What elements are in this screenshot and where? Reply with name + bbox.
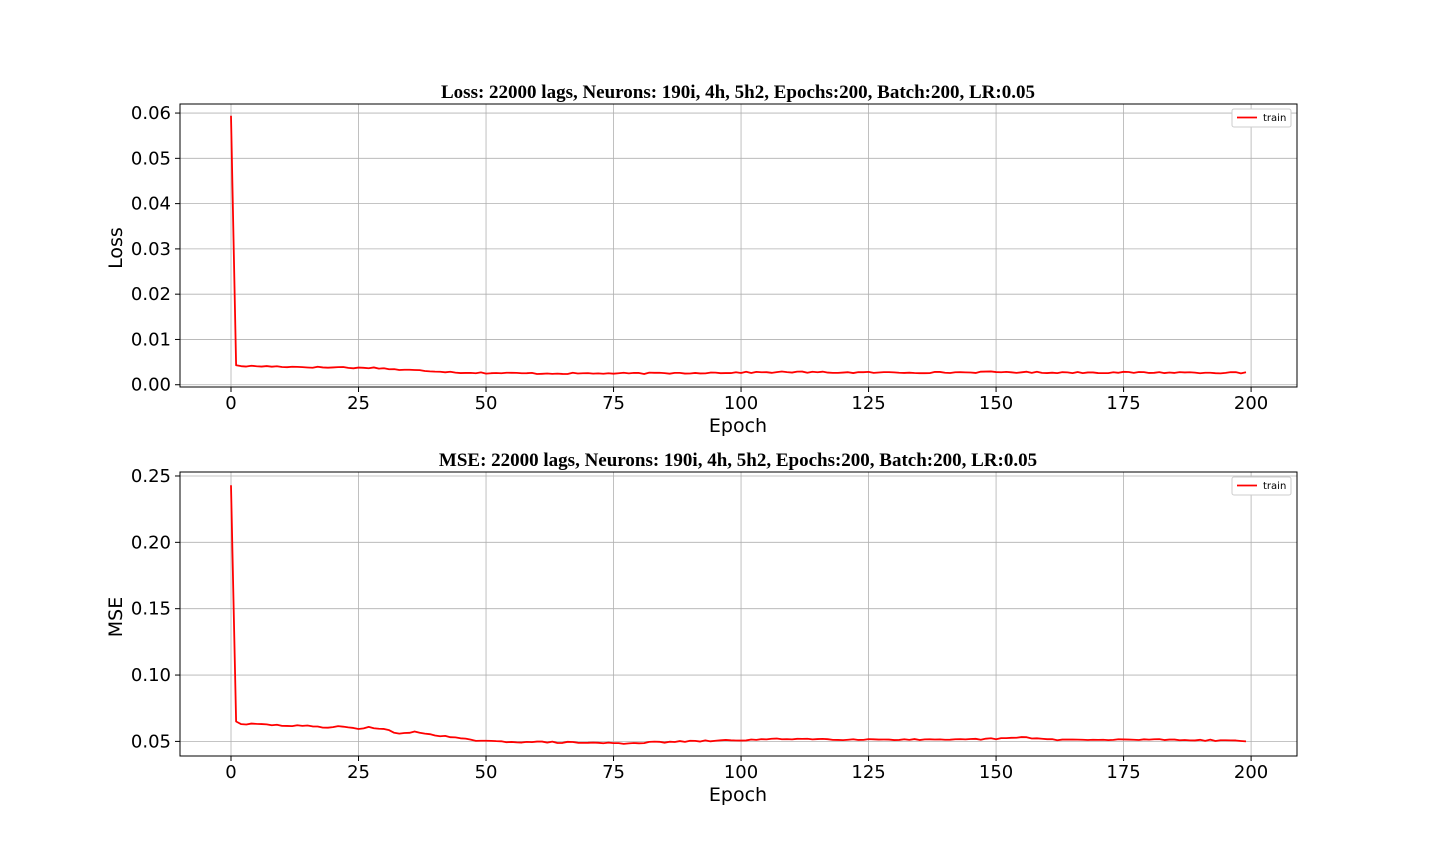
loss-y-tick-label: 0.04 (131, 194, 171, 215)
mse-x-tick-label: 100 (724, 762, 758, 783)
loss-x-ticks: 0 25 50 75 100 125 150 175 200 (225, 387, 1268, 414)
loss-x-tick-label: 200 (1234, 393, 1268, 414)
loss-y-tick-label: 0.05 (131, 148, 171, 169)
loss-x-tick-label: 125 (851, 393, 885, 414)
loss-y-tick-label: 0.01 (131, 329, 171, 350)
loss-train-line (230, 115, 1247, 375)
mse-train-line (230, 485, 1247, 745)
mse-y-tick-label: 0.20 (131, 532, 171, 553)
loss-y-tick-label: 0.02 (131, 284, 171, 305)
loss-y-axis-label: Loss (105, 227, 127, 269)
mse-y-axis-label: MSE (105, 597, 127, 637)
mse-x-tick-label: 150 (979, 762, 1013, 783)
mse-legend-label: train (1263, 481, 1286, 492)
mse-chart: MSE: 22000 lags, Neurons: 190i, 4h, 5h2,… (105, 450, 1298, 806)
mse-legend-box (1231, 476, 1292, 496)
loss-y-tick-label: 0.00 (131, 375, 171, 396)
mse-y-ticks: 0.05 0.10 0.15 0.20 0.25 (131, 466, 180, 752)
mse-y-tick-label: 0.25 (131, 466, 171, 487)
loss-y-ticks: 0.00 0.01 0.02 0.03 0.04 0.05 0.06 (131, 103, 180, 396)
loss-legend: train (1231, 108, 1292, 128)
loss-x-axis-label: Epoch (709, 415, 767, 437)
mse-x-tick-label: 50 (475, 762, 498, 783)
loss-y-tick-label: 0.06 (131, 103, 171, 124)
loss-gridlines (180, 104, 1297, 387)
loss-x-tick-label: 50 (475, 393, 498, 414)
loss-x-tick-label: 25 (347, 393, 370, 414)
loss-x-tick-label: 0 (225, 393, 236, 414)
loss-x-tick-label: 150 (979, 393, 1013, 414)
loss-legend-box (1231, 108, 1292, 128)
loss-x-tick-label: 75 (602, 393, 625, 414)
loss-legend-label: train (1263, 113, 1286, 124)
mse-chart-title: MSE: 22000 lags, Neurons: 190i, 4h, 5h2,… (439, 450, 1037, 471)
mse-x-tick-label: 25 (347, 762, 370, 783)
loss-y-tick-label: 0.03 (131, 239, 171, 260)
mse-x-tick-label: 0 (225, 762, 236, 783)
loss-x-tick-label: 100 (724, 393, 758, 414)
loss-plot-frame (179, 103, 1298, 388)
mse-x-tick-label: 125 (851, 762, 885, 783)
loss-chart: Loss: 22000 lags, Neurons: 190i, 4h, 5h2… (105, 82, 1298, 437)
loss-chart-title: Loss: 22000 lags, Neurons: 190i, 4h, 5h2… (441, 82, 1035, 103)
mse-y-tick-label: 0.10 (131, 665, 171, 686)
mse-x-tick-label: 75 (602, 762, 625, 783)
mse-y-tick-label: 0.05 (131, 731, 171, 752)
mse-x-tick-label: 200 (1234, 762, 1268, 783)
loss-x-tick-label: 175 (1106, 393, 1140, 414)
mse-gridlines (180, 472, 1297, 756)
mse-x-axis-label: Epoch (709, 784, 767, 806)
mse-x-tick-label: 175 (1106, 762, 1140, 783)
mse-x-ticks: 0 25 50 75 100 125 150 175 200 (225, 756, 1268, 783)
mse-y-tick-label: 0.15 (131, 599, 171, 620)
mse-plot-frame (179, 471, 1298, 757)
mse-legend: train (1231, 476, 1292, 496)
